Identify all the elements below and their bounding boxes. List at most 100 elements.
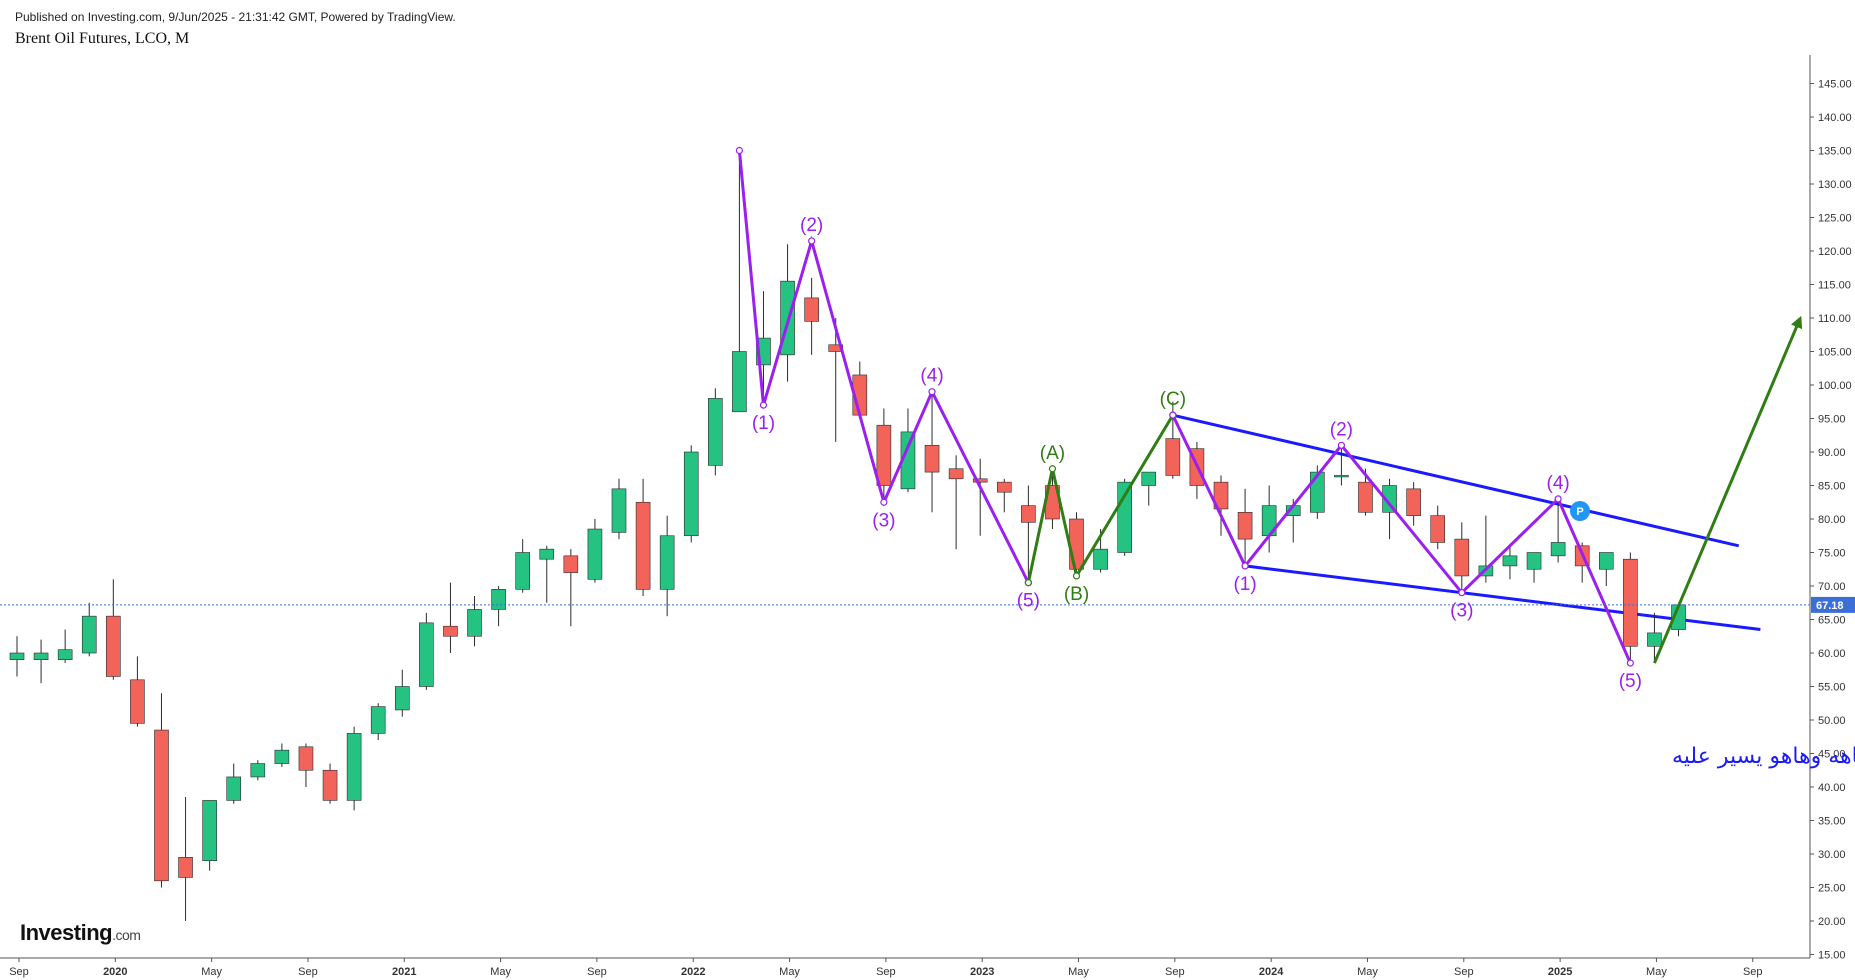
y-tick-label: 40.00 <box>1818 782 1846 794</box>
x-tick-label: 2021 <box>392 966 416 978</box>
y-tick-label: 35.00 <box>1818 816 1846 828</box>
wave-point <box>1458 589 1466 597</box>
candle <box>587 519 603 583</box>
candle-body <box>539 548 555 560</box>
annotation-text: بالشارت اعلاه حددت قاع النفط ورسمت اتجاه… <box>1672 744 1855 769</box>
candle <box>539 545 555 603</box>
forecast-arrow <box>1653 315 1803 664</box>
candle-body <box>924 444 940 473</box>
y-tick-label: 140.00 <box>1818 112 1852 124</box>
candle-body <box>1141 471 1157 486</box>
candle-body <box>394 686 410 711</box>
candle-body <box>1237 511 1253 540</box>
last-price-label: 67.18 <box>1816 600 1844 612</box>
candle <box>1430 505 1446 550</box>
y-tick-label: 80.00 <box>1818 514 1846 526</box>
candle-body <box>1550 542 1566 557</box>
y-tick-label: 65.00 <box>1818 615 1846 627</box>
candle <box>346 726 362 811</box>
chart-title: Brent Oil Futures, LCO, M <box>15 30 190 47</box>
x-tick-label: May <box>779 966 800 978</box>
wave-point <box>1626 659 1634 667</box>
candle-body <box>106 615 121 677</box>
candle <box>1237 488 1253 570</box>
x-tick-label: Sep <box>298 966 318 978</box>
wave-label: (3) <box>1450 601 1473 622</box>
candle <box>708 388 723 476</box>
wave-label: (B) <box>1064 584 1089 605</box>
candle <box>226 763 242 804</box>
y-tick-label: 30.00 <box>1818 849 1846 861</box>
wave-line <box>737 150 1030 584</box>
candle-body <box>1069 518 1084 570</box>
candle <box>1647 612 1662 664</box>
y-tick-label: 75.00 <box>1818 548 1846 560</box>
price-badge[interactable]: P <box>1570 501 1590 521</box>
candle-body <box>57 649 73 661</box>
wave-label: (4) <box>920 366 943 387</box>
candle-body <box>322 769 338 801</box>
x-tick-label: May <box>1357 966 1378 978</box>
candle <box>130 656 145 727</box>
y-tick-label: 120.00 <box>1818 246 1852 258</box>
wave-point <box>759 401 768 409</box>
candle <box>635 478 651 597</box>
wave-label: (C) <box>1160 389 1186 410</box>
candle <box>972 458 988 536</box>
y-tick-label: 115.00 <box>1818 280 1851 292</box>
candle <box>419 612 434 690</box>
candle <box>1526 552 1542 583</box>
candle <box>804 277 819 355</box>
candle <box>443 582 458 653</box>
y-tick-label: 130.00 <box>1818 179 1852 191</box>
wave-label: (A) <box>1040 443 1065 464</box>
candle <box>1623 552 1638 664</box>
logo-main: Investing <box>20 920 113 945</box>
candle <box>683 445 699 543</box>
candle <box>1213 475 1229 536</box>
badge-label: P <box>1576 506 1583 518</box>
candle <box>1021 485 1036 583</box>
y-tick-label: 105.00 <box>1818 347 1852 359</box>
wave-label: (3) <box>872 510 895 531</box>
candle-body <box>1526 552 1542 570</box>
x-tick-label: 2025 <box>1548 966 1572 978</box>
elliott-waves <box>735 146 1803 667</box>
candle <box>298 743 314 787</box>
candle <box>732 150 747 413</box>
x-tick-label: 2022 <box>681 966 705 978</box>
candle-body <box>226 776 242 801</box>
candle-body <box>419 622 434 687</box>
candle-body <box>1598 552 1614 570</box>
candle-body <box>9 652 25 660</box>
x-tick-label: Sep <box>9 966 29 978</box>
x-tick-label: May <box>1068 966 1089 978</box>
wave-point <box>1337 441 1346 449</box>
wave-point <box>880 498 888 506</box>
candle-body <box>1093 548 1108 570</box>
candle-body <box>876 424 892 486</box>
candle-body <box>1358 481 1373 513</box>
logo-suffix: .com <box>112 927 141 943</box>
candle <box>322 763 338 804</box>
candle <box>81 602 97 657</box>
candle-body <box>81 615 97 654</box>
y-tick-label: 125.00 <box>1818 213 1852 225</box>
x-tick-label: May <box>201 966 222 978</box>
trendline <box>1172 413 1740 548</box>
candle <box>370 703 386 741</box>
wave-point <box>808 237 816 245</box>
candle-body <box>996 481 1012 493</box>
x-tick-label: Sep <box>587 966 607 978</box>
candle-body <box>972 478 988 483</box>
candle <box>611 478 627 540</box>
candle-body <box>1310 471 1325 513</box>
candle <box>1045 465 1060 530</box>
wave-line <box>1171 414 1632 664</box>
candle-body <box>130 679 145 724</box>
wave-point <box>1048 465 1057 473</box>
candle-body <box>1406 488 1421 516</box>
candle <box>1502 545 1518 580</box>
candle-body <box>1165 438 1181 476</box>
